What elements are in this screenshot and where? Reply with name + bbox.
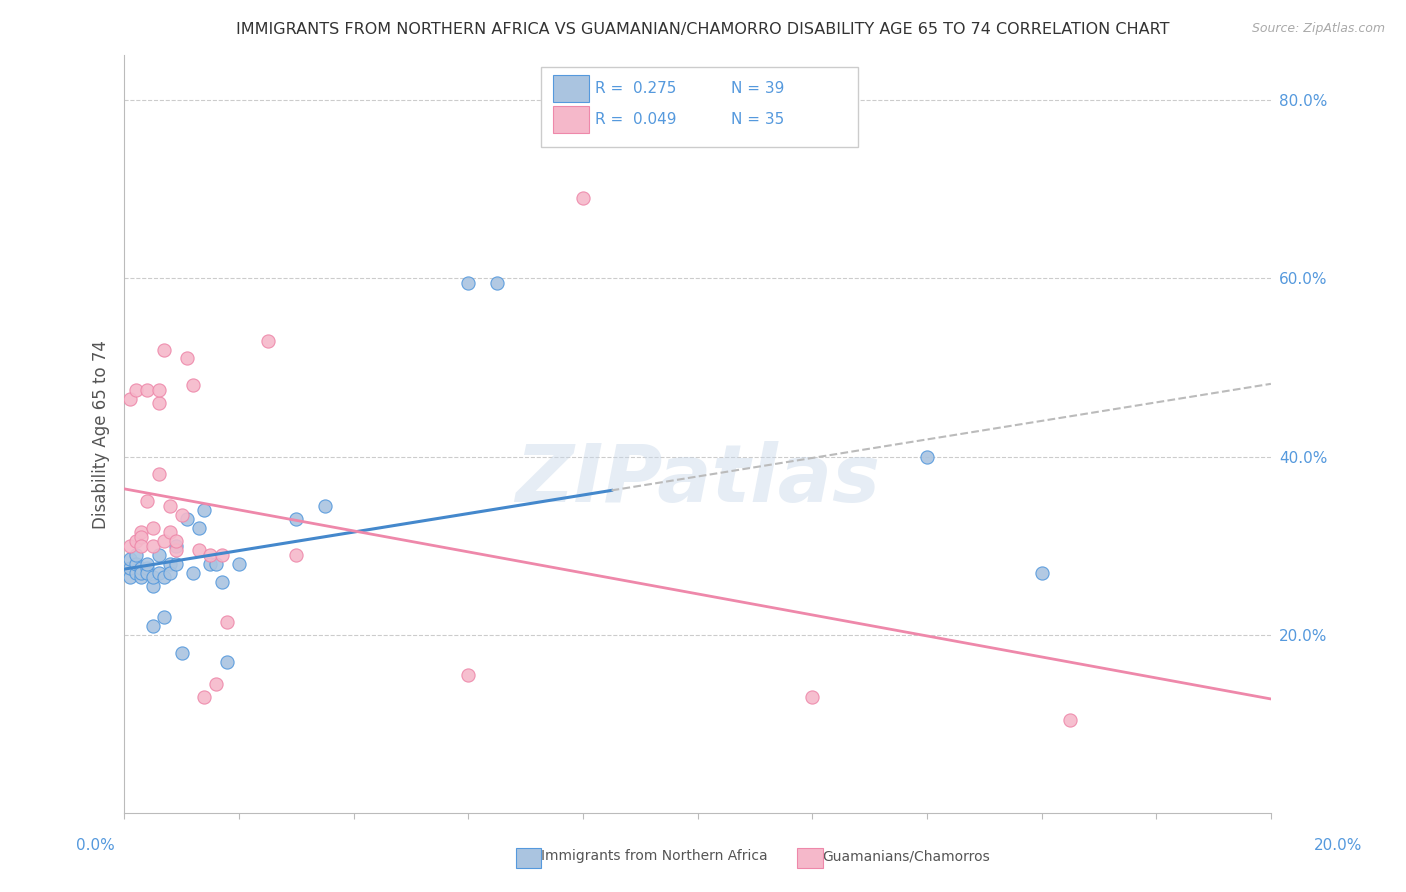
Point xyxy=(256,334,278,348)
Point xyxy=(131,570,153,584)
Point xyxy=(205,557,228,571)
Point xyxy=(136,383,159,397)
Point xyxy=(572,191,595,205)
Point xyxy=(176,351,198,366)
Point xyxy=(142,521,165,535)
Text: Source: ZipAtlas.com: Source: ZipAtlas.com xyxy=(1251,22,1385,36)
Point xyxy=(176,512,198,526)
Point xyxy=(125,548,148,562)
Point xyxy=(136,566,159,580)
Point xyxy=(142,579,165,593)
Point xyxy=(131,566,153,580)
Point xyxy=(211,574,233,589)
Point xyxy=(200,548,222,562)
Point xyxy=(485,276,508,290)
Point xyxy=(187,521,209,535)
Point xyxy=(200,557,222,571)
Y-axis label: Disability Age 65 to 74: Disability Age 65 to 74 xyxy=(93,340,110,529)
Point xyxy=(131,539,153,553)
Point xyxy=(193,690,215,705)
Point xyxy=(159,499,181,513)
Point xyxy=(148,396,170,410)
Point xyxy=(165,534,187,549)
Point xyxy=(125,566,148,580)
Point xyxy=(118,539,141,553)
Point xyxy=(205,677,228,691)
Point xyxy=(170,646,193,660)
Point xyxy=(148,548,170,562)
Text: 0.0%: 0.0% xyxy=(76,838,115,853)
Point xyxy=(193,503,215,517)
Point xyxy=(217,615,239,629)
Point xyxy=(131,525,153,540)
Point xyxy=(170,508,193,522)
Point xyxy=(457,668,479,682)
Point xyxy=(118,561,141,575)
Text: IMMIGRANTS FROM NORTHERN AFRICA VS GUAMANIAN/CHAMORRO DISABILITY AGE 65 TO 74 CO: IMMIGRANTS FROM NORTHERN AFRICA VS GUAMA… xyxy=(236,22,1170,37)
Text: N = 35: N = 35 xyxy=(731,112,785,127)
Point xyxy=(118,392,141,406)
Point xyxy=(153,534,176,549)
Point xyxy=(165,543,187,558)
Point xyxy=(142,619,165,633)
Point xyxy=(136,561,159,575)
Point xyxy=(181,566,204,580)
Point xyxy=(457,276,479,290)
Point xyxy=(118,552,141,566)
Point xyxy=(131,561,153,575)
Text: ZIPatlas: ZIPatlas xyxy=(515,441,880,519)
Point xyxy=(159,557,181,571)
Point xyxy=(148,383,170,397)
Point xyxy=(153,610,176,624)
Point xyxy=(211,548,233,562)
Point xyxy=(153,343,176,357)
Point xyxy=(165,539,187,553)
Point xyxy=(165,557,187,571)
Text: Guamanians/Chamorros: Guamanians/Chamorros xyxy=(823,849,990,863)
Point xyxy=(131,530,153,544)
Point xyxy=(1031,566,1053,580)
Point xyxy=(148,467,170,482)
Point xyxy=(142,570,165,584)
Point xyxy=(187,543,209,558)
Point xyxy=(136,557,159,571)
Point xyxy=(142,539,165,553)
Point xyxy=(181,378,204,392)
Point xyxy=(159,525,181,540)
Text: 20.0%: 20.0% xyxy=(1315,838,1362,853)
Point xyxy=(125,383,148,397)
Point xyxy=(125,557,148,571)
Point xyxy=(801,690,824,705)
Point xyxy=(118,570,141,584)
Point xyxy=(217,655,239,669)
Point xyxy=(159,566,181,580)
Point xyxy=(314,499,336,513)
Point xyxy=(285,548,308,562)
Point xyxy=(136,494,159,508)
Point xyxy=(125,534,148,549)
Point xyxy=(153,570,176,584)
Text: N = 39: N = 39 xyxy=(731,81,785,95)
Text: R =  0.275: R = 0.275 xyxy=(595,81,676,95)
Point xyxy=(228,557,250,571)
Text: Immigrants from Northern Africa: Immigrants from Northern Africa xyxy=(541,849,768,863)
Point xyxy=(1059,713,1081,727)
Point xyxy=(148,566,170,580)
Text: R =  0.049: R = 0.049 xyxy=(595,112,676,127)
Point xyxy=(285,512,308,526)
Point xyxy=(915,450,938,464)
